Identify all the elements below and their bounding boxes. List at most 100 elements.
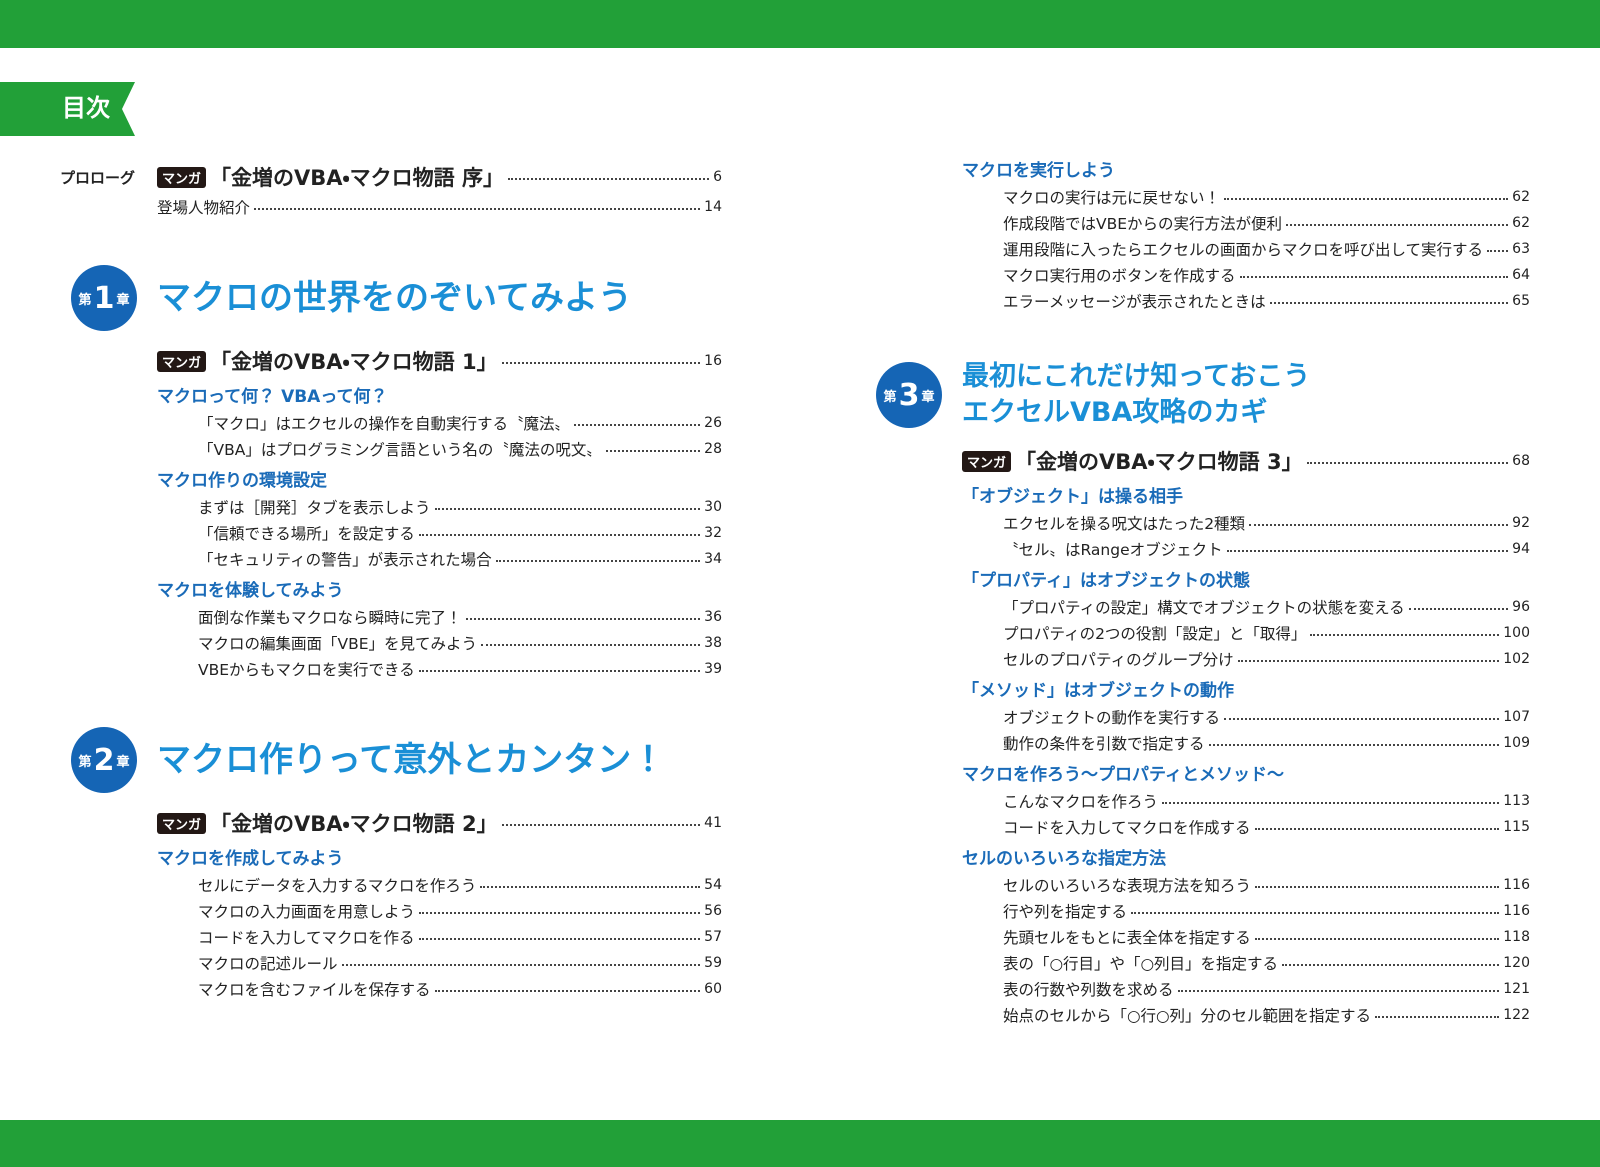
page-number: 56 [704, 903, 722, 919]
dot-leader [1208, 744, 1500, 746]
toc-entry: セルにデータを入力するマクロを作ろう 54 [157, 872, 722, 898]
chapter-title: マクロ作りって意外とカンタン！ [157, 741, 665, 779]
chapter-number: 3 [898, 377, 920, 413]
dot-leader [1408, 608, 1509, 610]
toc-entry: 「マクロ」はエクセルの操作を自動実行する〝魔法〟 26 [157, 410, 722, 436]
chapter-header: 第 2 章マクロ作りって意外とカンタン！ [71, 727, 722, 793]
section-heading: マクロを作ろう～プロパティとメソッド～ [962, 765, 1284, 785]
toc-entry: マクロの実行は元に戻せない！ 62 [962, 184, 1530, 210]
chapter-suffix: 章 [116, 292, 130, 308]
entry-title: 表の行数や列数を求める [1003, 981, 1174, 999]
dot-leader [605, 450, 701, 452]
entry-title: 面倒な作業もマクロなら瞬時に完了！ [198, 609, 462, 627]
dot-leader [1310, 634, 1500, 636]
dot-leader [1162, 802, 1500, 804]
page-number: 62 [1512, 215, 1530, 231]
toc-entry: マクロの編集画面「VBE」を見てみよう 38 [157, 630, 722, 656]
section-heading: 「オブジェクト」は操る相手 [962, 487, 1183, 507]
chapter-number: 2 [93, 742, 115, 778]
page-number: 92 [1512, 515, 1530, 531]
page-number: 38 [704, 635, 722, 651]
page-number: 100 [1503, 625, 1530, 641]
chapter-prefix: 第 [78, 292, 92, 308]
entry-title: マクロの編集画面「VBE」を見てみよう [198, 635, 478, 653]
dot-leader [465, 618, 701, 620]
toc-entry: マンガ 「金増のVBA・マクロ物語 1」 16 [157, 344, 722, 378]
dot-leader [1286, 224, 1509, 226]
toc-entry: マンガ 「金増のVBA・マクロ物語 序」 6 プロローグ [60, 160, 722, 194]
page-number: 64 [1512, 267, 1530, 283]
page-number: 30 [704, 499, 722, 515]
toc-entry: マクロの記述ルール 59 [157, 950, 722, 976]
toc-entry: 「信頼できる場所」を設定する 32 [157, 520, 722, 546]
dot-leader [418, 670, 701, 672]
entry-title: こんなマクロを作ろう [1003, 793, 1159, 811]
entry-title: まずは［開発］タブを表示しよう [198, 499, 431, 517]
page-number: 102 [1503, 651, 1530, 667]
chapter-suffix: 章 [921, 389, 935, 405]
toc-entry: マクロの入力画面を用意しよう 56 [157, 898, 722, 924]
section-heading: マクロを実行しよう [962, 161, 1115, 181]
dot-leader [254, 208, 701, 210]
top-bar [0, 0, 1600, 48]
page-number: 120 [1503, 955, 1530, 971]
dot-leader [1237, 660, 1500, 662]
dot-leader [418, 534, 701, 536]
chapter-title-line: マクロ作りって意外とカンタン！ [157, 740, 666, 780]
section-heading: 「メソッド」はオブジェクトの動作 [962, 681, 1234, 701]
entry-title: マクロの記述ルール [198, 955, 338, 973]
toc-entry: 〝セル〟はRangeオブジェクト 94 [962, 536, 1530, 562]
page-number: 118 [1503, 929, 1530, 945]
chapter-header: 第 1 章マクロの世界をのぞいてみよう [71, 265, 722, 331]
chapter-title-line: マクロの世界をのぞいてみよう [157, 278, 632, 318]
entry-title: 「セキュリティの警告」が表示された場合 [198, 551, 492, 569]
page-number: 39 [704, 661, 722, 677]
page-number: 60 [704, 981, 722, 997]
dot-leader [495, 560, 701, 562]
dot-leader [1177, 990, 1500, 992]
page-number: 28 [704, 441, 722, 457]
dot-leader [1226, 550, 1509, 552]
toc-entry: プロパティの2つの役割「設定」と「取得」 100 [962, 620, 1530, 646]
toc-entry: 運用段階に入ったらエクセルの画面からマクロを呼び出して実行する 63 [962, 236, 1530, 262]
section-heading: マクロ作りの環境設定 [157, 471, 327, 491]
entry-title: 表の「○行目」や「○列目」を指定する [1003, 955, 1279, 973]
page-number: 65 [1512, 293, 1530, 309]
entry-title: 「金増のVBA・マクロ物語 3」 [1015, 450, 1303, 474]
dot-leader [1254, 938, 1500, 940]
dot-leader [574, 424, 701, 426]
chapter-suffix: 章 [116, 754, 130, 770]
chapter-prefix: 第 [883, 389, 897, 405]
entry-title: マクロ実行用のボタンを作成する [1003, 267, 1236, 285]
toc-entry: マンガ 「金増のVBA・マクロ物語 2」 41 [157, 806, 722, 840]
entry-title: コードを入力してマクロを作る [198, 929, 415, 947]
dot-leader [1375, 1016, 1500, 1018]
page-number: 116 [1503, 877, 1530, 893]
toc-entry: 作成段階ではVBEからの実行方法が便利 62 [962, 210, 1530, 236]
dot-leader [1224, 198, 1509, 200]
page-number: 6 [713, 169, 722, 185]
page-number: 36 [704, 609, 722, 625]
chapter-title: マクロの世界をのぞいてみよう [157, 279, 632, 317]
toc-entry: マンガ 「金増のVBA・マクロ物語 3」 68 [962, 444, 1530, 478]
entry-title: 行や列を指定する [1003, 903, 1128, 921]
chapter-title-line: エクセルVBA攻略のカギ [962, 397, 1268, 428]
toc-entry: コードを入力してマクロを作成する 115 [962, 814, 1530, 840]
page-number: 54 [704, 877, 722, 893]
toc-entry: 「プロパティの設定」構文でオブジェクトの状態を変える 96 [962, 594, 1530, 620]
section-heading: マクロを作成してみよう [157, 849, 344, 869]
page-number: 34 [704, 551, 722, 567]
dot-leader [434, 508, 701, 510]
toc-entry: コードを入力してマクロを作る 57 [157, 924, 722, 950]
dot-leader [1282, 964, 1500, 966]
manga-badge: マンガ [962, 450, 1012, 472]
dot-leader [501, 362, 701, 364]
section-heading: セルのいろいろな指定方法 [962, 849, 1166, 869]
manga-badge: マンガ [157, 350, 207, 372]
entry-title: エクセルを操る呪文はたった2種類 [1003, 515, 1246, 533]
manga-badge: マンガ [157, 812, 207, 834]
